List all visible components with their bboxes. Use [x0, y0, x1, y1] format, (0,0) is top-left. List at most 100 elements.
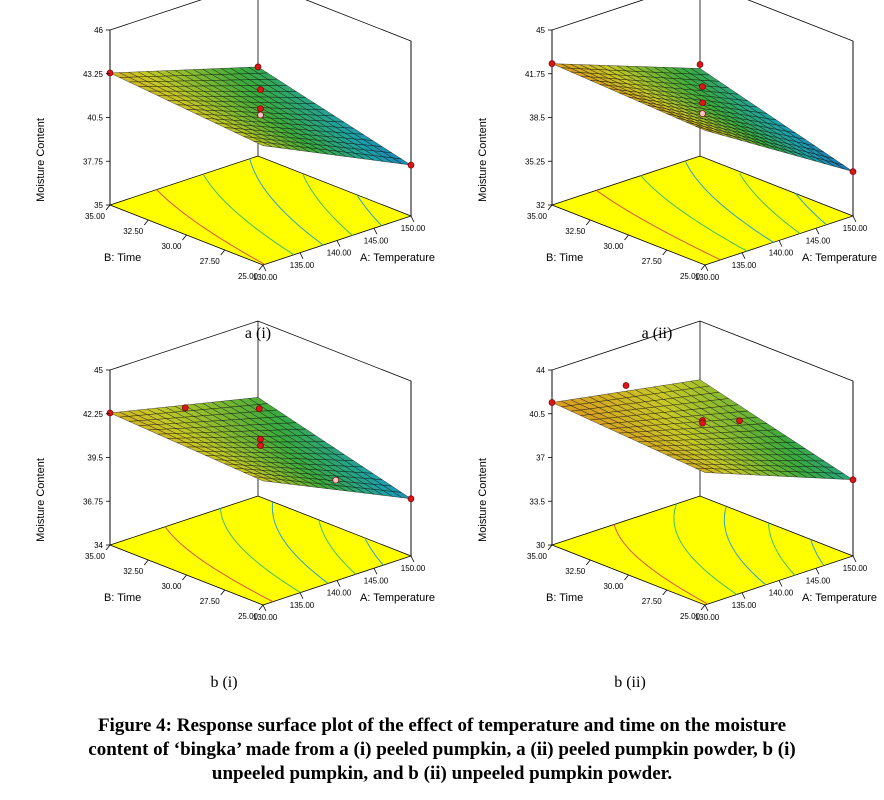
x-tick-label: 130.00 [695, 613, 720, 622]
contour-line [356, 194, 383, 227]
panel-label-a-ii: a (ii) [641, 325, 673, 342]
x-tick-mark [299, 252, 304, 259]
contour-line [249, 158, 324, 246]
x-tick-mark [704, 264, 709, 272]
x-tick-label: 130.00 [253, 613, 278, 622]
y-tick-mark [662, 249, 668, 256]
y-tick-label: 35.00 [527, 552, 548, 561]
caption-line-1: Figure 4: Response surface plot of the e… [97, 715, 787, 736]
contour-floor [108, 155, 413, 266]
x-tick-label: 150.00 [843, 224, 868, 233]
z-tick-label: 45 [536, 26, 545, 35]
design-point [699, 110, 706, 117]
design-point [849, 168, 857, 175]
contour-line [684, 160, 774, 243]
x-tick-label: 150.00 [843, 564, 868, 573]
y-tick-mark [220, 589, 226, 596]
design-point [257, 86, 264, 93]
plot-panel-a-ii: 32 35.25 38.5 41.75 45 130.00 135.00 140.00 145.… [442, 0, 884, 282]
plot-panel-b-ii: 30 33.5 37 40.5 44 130.00 135.00 140.00 145.00 15… [442, 320, 884, 630]
y-axis-title: B: Time [104, 592, 141, 604]
y-tick-label: 32.50 [565, 567, 586, 576]
x-axis-title: A: Temperature [802, 592, 877, 604]
contour-line [156, 189, 265, 265]
surface-cell [695, 126, 715, 134]
y-axis-title: B: Time [546, 252, 583, 264]
plot-panel-b-i: 34 36.75 39.5 42.25 45 130.00 135.00 140.00 145.… [0, 320, 442, 630]
z-tick-label: 38.5 [529, 114, 545, 123]
y-tick-mark [624, 234, 629, 241]
contour-floor [550, 155, 855, 266]
z-tick-label: 40.5 [87, 114, 103, 123]
y-tick-mark [258, 604, 264, 611]
y-tick-label: 27.50 [200, 597, 221, 606]
contour-line [795, 193, 827, 226]
surface-cell [695, 467, 715, 474]
design-point [257, 435, 264, 443]
y-tick-mark [547, 204, 553, 211]
x-tick-label: 140.00 [769, 589, 794, 598]
design-point [407, 161, 415, 169]
y-tick-mark [624, 574, 629, 581]
contour-floor [550, 495, 855, 606]
contour-line [613, 524, 708, 605]
x-tick-mark [852, 555, 857, 563]
design-point [257, 105, 264, 113]
contour-line [164, 526, 274, 603]
x-axis-title: A: Temperature [360, 592, 435, 604]
y-tick-label: 25.00 [238, 272, 259, 281]
y-tick-mark [547, 544, 553, 551]
z-tick-label: 44 [536, 366, 545, 375]
y-axis-title: B: Time [546, 592, 583, 604]
contour-line [364, 537, 384, 566]
z-axis-title: Moisture Content [477, 458, 489, 542]
x-tick-mark [852, 215, 857, 223]
y-tick-mark [700, 604, 706, 611]
y-tick-label: 25.00 [238, 612, 259, 621]
x-tick-label: 140.00 [327, 249, 352, 258]
x-tick-label: 135.00 [290, 261, 315, 270]
x-tick-mark [778, 580, 783, 587]
design-point [622, 382, 630, 389]
surface-cell [253, 476, 273, 483]
surface-plot-b-i: 34 36.75 39.5 42.25 45 130.00 135.00 140.00 145.… [35, 320, 435, 622]
response-surface [551, 63, 854, 172]
x-tick-label: 145.00 [364, 236, 389, 245]
design-point [696, 61, 704, 68]
contour-line [673, 503, 738, 595]
panel-label-b-ii: b (ii) [614, 674, 646, 691]
design-point [255, 405, 263, 413]
design-point [106, 409, 114, 417]
design-point [736, 417, 743, 425]
y-tick-mark [585, 559, 591, 566]
x-tick-label: 140.00 [327, 589, 352, 598]
x-tick-mark [336, 240, 341, 247]
z-tick-label: 36.75 [83, 497, 104, 506]
z-axis-title: Moisture Content [477, 118, 489, 202]
y-tick-label: 27.50 [200, 257, 221, 266]
x-tick-mark [741, 592, 746, 599]
x-tick-mark [410, 215, 415, 223]
y-tick-label: 32.50 [123, 567, 144, 576]
design-point [407, 495, 415, 503]
y-tick-label: 27.50 [642, 257, 663, 266]
y-tick-mark [220, 249, 226, 256]
z-tick-label: 46 [94, 26, 103, 35]
z-tick-label: 35 [94, 201, 103, 210]
caption-line-2: content of ‘bingka’ made from a (i) peel… [88, 739, 796, 760]
x-tick-label: 135.00 [732, 601, 757, 610]
x-tick-label: 145.00 [806, 236, 831, 245]
contour-line [739, 173, 801, 234]
x-tick-label: 145.00 [364, 576, 389, 585]
x-axis-title: A: Temperature [360, 252, 435, 264]
y-tick-label: 30.00 [603, 242, 624, 251]
x-tick-mark [741, 252, 746, 259]
z-axis-title: Moisture Content [35, 458, 47, 542]
x-tick-mark [373, 568, 378, 575]
design-point [849, 476, 857, 484]
design-point [332, 476, 340, 484]
design-point [699, 419, 706, 427]
x-axis-title: A: Temperature [802, 252, 877, 264]
y-tick-mark [143, 219, 149, 226]
x-tick-label: 150.00 [401, 224, 426, 233]
